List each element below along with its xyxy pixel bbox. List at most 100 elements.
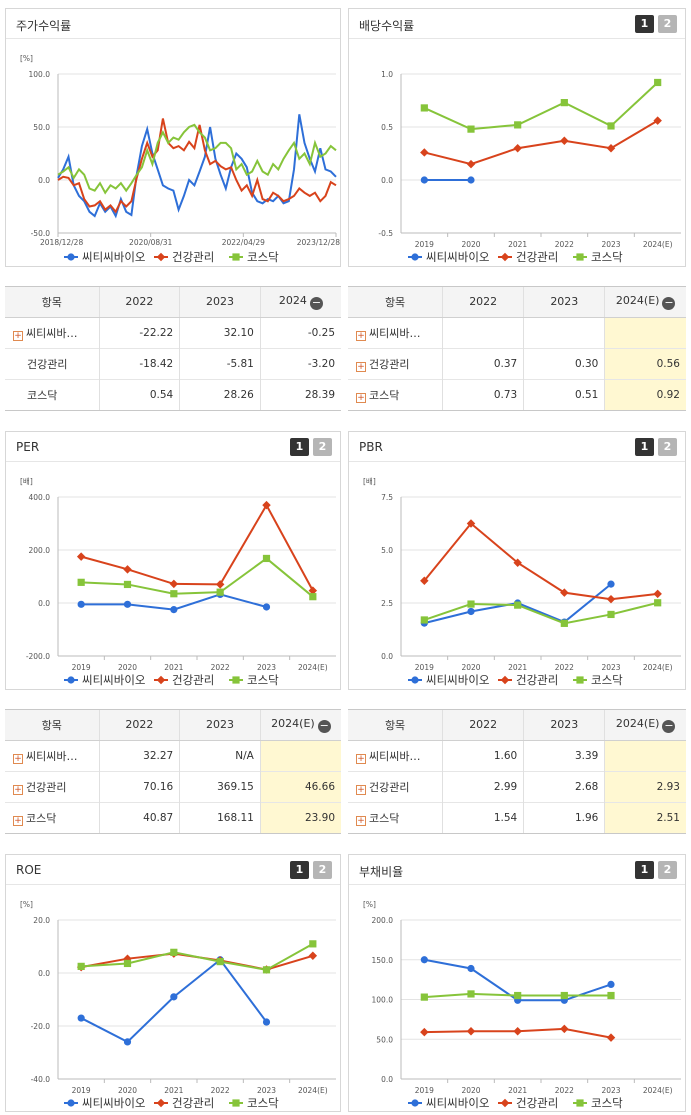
table-cell: 3.39 bbox=[523, 739, 605, 772]
data-point bbox=[500, 675, 510, 685]
data-point bbox=[607, 122, 615, 130]
panel-header: ROE 1 2 bbox=[6, 855, 340, 885]
column-header: 2023 bbox=[179, 287, 261, 318]
data-point bbox=[156, 1098, 166, 1108]
data-point bbox=[308, 586, 318, 595]
data-point bbox=[123, 600, 132, 608]
table-row: + 코스닥 0.73 0.51 0.92 bbox=[348, 379, 686, 410]
pbr-panel: PBR 1 2 [배] 7.5 5.0 2.5 0.0 2019 2020 2021 2022 2… bbox=[348, 431, 686, 690]
data-point bbox=[123, 580, 132, 589]
y-tick-label: 400.0 bbox=[29, 493, 51, 502]
expand-icon[interactable]: + bbox=[13, 784, 23, 795]
page-1-button[interactable]: 1 bbox=[635, 15, 654, 33]
series-line bbox=[424, 119, 659, 166]
expand-icon[interactable]: + bbox=[356, 784, 366, 795]
page-2-button[interactable]: 2 bbox=[313, 438, 332, 456]
column-header: 2023 bbox=[179, 710, 261, 741]
column-header: 2022 bbox=[442, 287, 524, 318]
collapse-icon[interactable]: − bbox=[309, 295, 323, 310]
y-tick-label: 2.5 bbox=[381, 599, 393, 608]
row-label: + 건강관리 bbox=[348, 770, 443, 803]
x-tick-label: 2023/12/28 bbox=[297, 238, 340, 247]
row-label: 건강관리 bbox=[5, 347, 100, 380]
pbr-table: 항목 2022 2023 2024(E) − + 씨티씨바… 1.60 3.39 + 건강관리 2.9… bbox=[348, 709, 686, 834]
collapse-icon[interactable]: − bbox=[662, 295, 676, 310]
data-point bbox=[77, 600, 85, 608]
row-label: 코스닥 bbox=[5, 379, 100, 410]
data-point bbox=[123, 959, 132, 968]
data-point bbox=[411, 253, 419, 261]
series-line bbox=[424, 601, 658, 625]
data-point bbox=[467, 990, 475, 998]
column-header: 2023 bbox=[523, 287, 605, 318]
table-row: + 코스닥 1.54 1.96 2.51 bbox=[348, 802, 686, 833]
x-tick-label: 2021 bbox=[164, 663, 183, 672]
data-point bbox=[513, 558, 522, 567]
series-line bbox=[423, 522, 658, 601]
table-cell: -0.25 bbox=[259, 316, 341, 349]
page-1-button[interactable]: 1 bbox=[635, 438, 654, 456]
x-tick-label: 2021 bbox=[508, 663, 527, 672]
column-header: 항목 bbox=[5, 710, 100, 741]
data-point bbox=[169, 579, 179, 589]
expand-icon[interactable]: + bbox=[13, 816, 23, 827]
roe-panel: ROE 1 2 [%] 20.0 0.0 -20.0 -40.0 2019 2020 2021… bbox=[5, 854, 341, 1112]
expand-icon[interactable]: + bbox=[356, 330, 366, 341]
y-tick-label: 50.0 bbox=[376, 1035, 393, 1044]
data-point bbox=[309, 593, 317, 601]
data-point bbox=[216, 588, 224, 596]
data-point bbox=[170, 993, 178, 1001]
unit-label: [%] bbox=[20, 54, 33, 63]
expand-icon[interactable]: + bbox=[13, 330, 23, 341]
panel-header: 배당수익률 1 2 bbox=[349, 9, 685, 39]
legend-label: 건강관리 bbox=[172, 250, 214, 264]
data-point bbox=[77, 962, 85, 970]
expand-icon[interactable]: + bbox=[356, 361, 366, 372]
data-point bbox=[77, 578, 85, 586]
y-tick-label: 0.0 bbox=[38, 599, 50, 608]
page-1-button[interactable]: 1 bbox=[290, 861, 309, 879]
data-point bbox=[123, 1038, 132, 1046]
data-point bbox=[156, 252, 166, 262]
panel-title: 배당수익률 bbox=[359, 19, 415, 33]
legend-label: 코스닥 bbox=[247, 1096, 279, 1110]
table-cell: 28.26 bbox=[179, 379, 261, 410]
unit-label: [%] bbox=[20, 900, 33, 909]
series-line bbox=[57, 123, 337, 195]
panel-title: ROE bbox=[16, 863, 42, 877]
collapse-icon[interactable]: − bbox=[662, 718, 676, 733]
page-2-button[interactable]: 2 bbox=[658, 438, 677, 456]
page-1-button[interactable]: 1 bbox=[635, 861, 654, 879]
data-point bbox=[420, 616, 428, 624]
page-2-button[interactable]: 2 bbox=[658, 861, 677, 879]
page-2-button[interactable]: 2 bbox=[658, 15, 677, 33]
data-point bbox=[420, 104, 428, 112]
data-point bbox=[232, 1099, 240, 1107]
y-tick-label: 200.0 bbox=[29, 546, 51, 555]
table-cell: 23.90 bbox=[259, 802, 341, 833]
data-point bbox=[466, 1027, 476, 1036]
y-tick-label: 1.0 bbox=[381, 70, 393, 79]
x-tick-label: 2019 bbox=[415, 1086, 434, 1095]
table-row: + 씨티씨바… 32.27 N/A bbox=[5, 739, 341, 772]
table-cell: 2.99 bbox=[442, 770, 524, 803]
legend-label: 코스닥 bbox=[591, 250, 623, 264]
expand-icon[interactable]: + bbox=[13, 753, 23, 764]
data-point bbox=[576, 676, 584, 684]
row-label: + 코스닥 bbox=[348, 802, 443, 833]
table-cell: 2.51 bbox=[604, 802, 686, 833]
expand-icon[interactable]: + bbox=[356, 393, 366, 404]
expand-icon[interactable]: + bbox=[356, 816, 366, 827]
data-point bbox=[514, 121, 522, 129]
page-1-button[interactable]: 1 bbox=[290, 438, 309, 456]
panel-title: PBR bbox=[359, 440, 383, 454]
row-label: + 코스닥 bbox=[348, 379, 443, 410]
stock-return-panel: 주가수익률 [%] 100.0 50.0 0.0 -50.0 2018/12/28 2020… bbox=[5, 8, 341, 267]
page-2-button[interactable]: 2 bbox=[313, 861, 332, 879]
table-cell: 0.37 bbox=[442, 347, 524, 380]
legend-label: 코스닥 bbox=[591, 1096, 623, 1110]
collapse-icon[interactable]: − bbox=[317, 718, 331, 733]
data-point bbox=[607, 610, 615, 619]
x-tick-label: 2019 bbox=[415, 663, 434, 672]
expand-icon[interactable]: + bbox=[356, 753, 366, 764]
